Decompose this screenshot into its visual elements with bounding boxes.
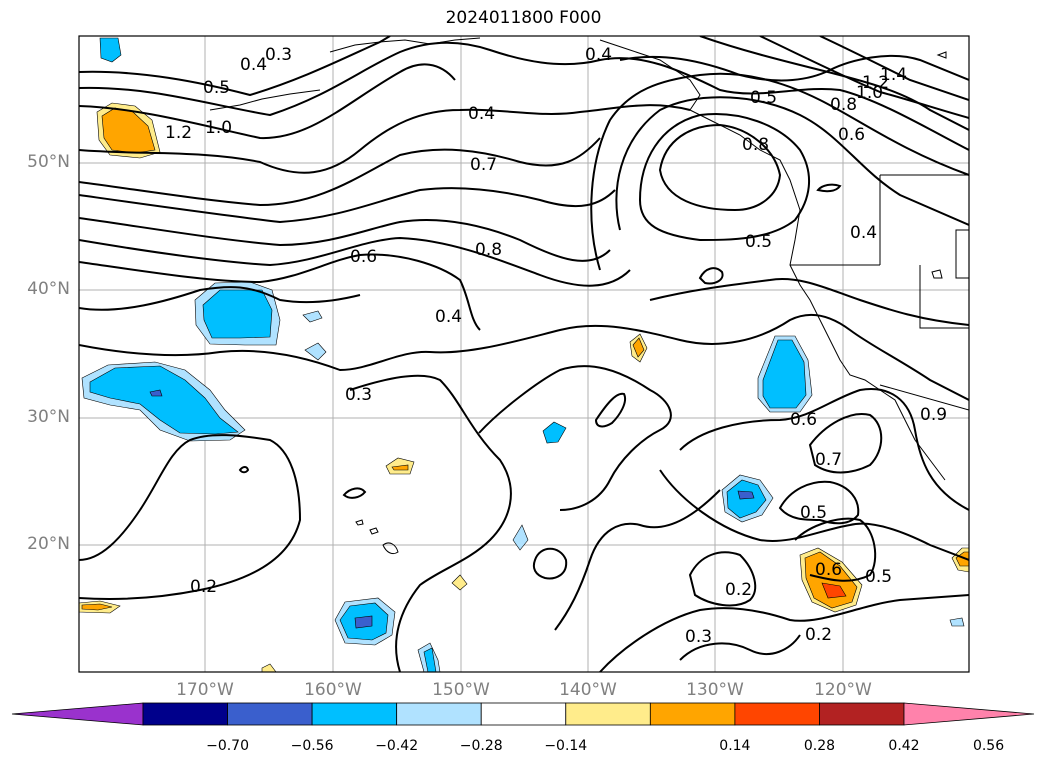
colorbar-tick-label: 0.14 bbox=[719, 738, 751, 754]
svg-text:0.3: 0.3 bbox=[685, 627, 712, 647]
svg-text:0.5: 0.5 bbox=[750, 88, 777, 108]
svg-text:0.6: 0.6 bbox=[815, 560, 842, 580]
svg-text:0.8: 0.8 bbox=[742, 135, 769, 155]
coastlines bbox=[209, 37, 969, 555]
svg-text:0.9: 0.9 bbox=[920, 405, 947, 425]
colorbar bbox=[11, 702, 1035, 726]
map-frame bbox=[78, 35, 970, 673]
colorbar-extend-max bbox=[903, 702, 1035, 726]
colorbar-segment bbox=[734, 702, 820, 726]
colorbar-tick-label: −0.42 bbox=[375, 738, 419, 754]
svg-text:0.4: 0.4 bbox=[585, 45, 612, 65]
svg-text:0.6: 0.6 bbox=[350, 247, 377, 267]
svg-text:0.4: 0.4 bbox=[435, 307, 462, 327]
svg-text:0.8: 0.8 bbox=[830, 95, 857, 115]
svg-text:1.2: 1.2 bbox=[862, 73, 889, 93]
lat-label-20n: 20°N bbox=[27, 534, 70, 554]
svg-text:0.5: 0.5 bbox=[800, 503, 827, 523]
colorbar-tick-label: 0.42 bbox=[888, 738, 920, 754]
map-title: 2024011800 F000 bbox=[445, 8, 602, 28]
colorbar-extend-min bbox=[11, 702, 144, 726]
colorbar-segment bbox=[565, 702, 651, 726]
neg-region-nw-corner bbox=[99, 37, 122, 63]
svg-text:0.4: 0.4 bbox=[850, 223, 877, 243]
colorbar-tick-label: −0.56 bbox=[290, 738, 334, 754]
svg-text:1.2: 1.2 bbox=[165, 123, 192, 143]
lon-label-170w: 170°W bbox=[176, 680, 234, 700]
colorbar-tick-label: −0.14 bbox=[544, 738, 588, 754]
colorbar-tick-label: 0.28 bbox=[803, 738, 836, 754]
colorbar-tick-label: −0.70 bbox=[206, 738, 249, 754]
colorbar-segment bbox=[396, 702, 482, 726]
svg-text:0.2: 0.2 bbox=[725, 580, 752, 600]
svg-text:0.2: 0.2 bbox=[190, 577, 217, 597]
lon-label-130w: 130°W bbox=[686, 680, 744, 700]
svg-text:0.2: 0.2 bbox=[805, 625, 832, 645]
svg-text:0.8: 0.8 bbox=[475, 240, 502, 260]
svg-text:0.5: 0.5 bbox=[865, 567, 892, 587]
colorbar-segment bbox=[480, 702, 567, 726]
lon-label-140w: 140°W bbox=[559, 680, 617, 700]
svg-text:0.7: 0.7 bbox=[815, 450, 842, 470]
colorbar-segment bbox=[311, 702, 398, 726]
svg-text:0.3: 0.3 bbox=[345, 385, 372, 405]
map-panel: 0.3 0.4 0.5 1.2 1.0 0.4 0.7 0.4 0.5 1.4 … bbox=[78, 35, 970, 673]
shading-regions bbox=[79, 37, 969, 672]
contour-lines bbox=[79, 36, 969, 672]
colorbar-tick-label: 0.56 bbox=[972, 738, 1005, 754]
lat-label-30n: 30°N bbox=[27, 407, 70, 427]
lon-label-120w: 120°W bbox=[814, 680, 872, 700]
svg-text:0.6: 0.6 bbox=[790, 410, 817, 430]
lat-label-50n: 50°N bbox=[27, 152, 70, 172]
svg-text:0.4: 0.4 bbox=[468, 104, 495, 124]
colorbar-tick-label: 0.70 bbox=[1038, 738, 1047, 754]
svg-text:0.5: 0.5 bbox=[745, 232, 772, 252]
svg-text:1.4: 1.4 bbox=[880, 65, 907, 85]
svg-text:0.5: 0.5 bbox=[203, 78, 230, 98]
svg-text:1.0: 1.0 bbox=[205, 118, 232, 138]
svg-text:0.3: 0.3 bbox=[265, 45, 292, 65]
contour-labels: 0.3 0.4 0.5 1.2 1.0 0.4 0.7 0.4 0.5 1.4 … bbox=[165, 45, 947, 647]
svg-text:0.7: 0.7 bbox=[470, 155, 497, 175]
colorbar-segment bbox=[142, 702, 228, 726]
lon-label-150w: 150°W bbox=[432, 680, 490, 700]
lon-label-160w: 160°W bbox=[304, 680, 362, 700]
colorbar-tick-label: −0.28 bbox=[459, 738, 503, 754]
colorbar-segment bbox=[649, 702, 736, 726]
colorbar-segment bbox=[227, 702, 313, 726]
svg-text:0.4: 0.4 bbox=[240, 55, 267, 75]
lat-label-40n: 40°N bbox=[27, 279, 70, 299]
colorbar-segment bbox=[819, 702, 905, 726]
svg-text:1.0: 1.0 bbox=[856, 83, 883, 103]
svg-text:0.6: 0.6 bbox=[838, 125, 865, 145]
